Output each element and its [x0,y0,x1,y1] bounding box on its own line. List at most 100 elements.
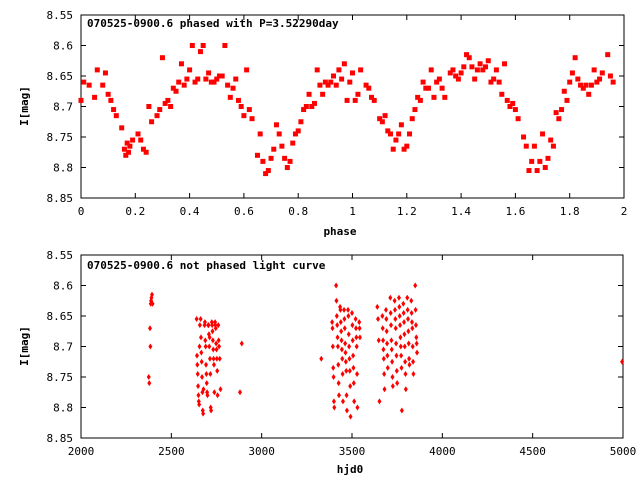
data-point [86,82,92,88]
data-point [150,291,155,298]
data-point [263,171,269,177]
data-point [162,100,168,106]
data-point [276,131,282,137]
data-point [147,380,152,387]
data-point [218,386,223,393]
phased-x-tick-label: 0.8 [288,205,308,218]
data-point [336,361,341,368]
data-point [206,70,212,76]
data-point [335,343,340,350]
data-point [412,107,418,113]
data-point [216,322,221,329]
data-point [426,85,432,91]
data-point [207,343,212,350]
data-point [165,97,171,103]
data-point [197,343,202,350]
data-point [406,340,411,347]
data-point [203,76,209,82]
phased-x-tick-label: 1.2 [397,205,417,218]
data-point [102,70,108,76]
data-point [214,346,219,353]
data-point [199,358,204,365]
data-point [340,398,345,405]
data-point [333,82,339,88]
unphased-y-tick-label: 8.6 [53,280,73,293]
data-point [395,380,400,387]
data-point [523,143,529,149]
data-point [154,113,160,119]
phased-x-tick-label: 0.4 [180,205,200,218]
data-point [578,82,584,88]
data-point [279,143,285,149]
data-point [607,73,613,79]
data-point [545,155,551,161]
data-point [319,355,324,362]
data-point [401,309,406,316]
unphased-y-tick-label: 8.85 [47,432,74,445]
data-point [314,67,320,73]
data-point [564,97,570,103]
data-point [388,131,394,137]
data-point [344,97,350,103]
data-point [502,61,508,67]
data-point [239,340,244,347]
data-point [355,404,360,411]
data-point [588,82,594,88]
data-point [214,355,219,362]
data-point [406,316,411,323]
data-point [173,88,179,94]
data-point [371,97,377,103]
data-point [212,389,217,396]
unphased-x-tick-label: 4500 [519,445,546,458]
data-point [575,76,581,82]
data-point [354,343,359,350]
data-point [488,79,494,85]
data-point [415,94,421,100]
data-point [393,137,399,143]
data-point [559,107,565,113]
data-point [342,306,347,313]
data-point [385,364,390,371]
data-point [195,370,200,377]
data-point [499,91,505,97]
data-point [203,337,208,344]
data-point [335,334,340,341]
unphased-x-tick-label: 3000 [248,445,275,458]
phased-y-tick-label: 8.75 [47,131,74,144]
data-point [355,370,360,377]
data-point [534,168,540,174]
data-point [399,364,404,371]
data-point [411,370,416,377]
data-point [238,104,244,109]
unphased-x-ticks: 2000 2500 3000 3500 4000 4500 5000 [68,255,636,458]
data-point [113,113,119,119]
data-point [398,343,403,350]
phased-light-curve-panel: 070525-0900.6 phased with P=3.52290day p… [18,9,627,238]
data-point [583,82,589,88]
data-point [203,343,208,350]
data-point [204,380,209,387]
phased-y-tick-label: 8.85 [47,192,74,205]
data-point [357,334,362,341]
data-point [124,140,130,146]
data-point [343,349,348,356]
data-point [159,55,165,61]
data-point [469,64,475,70]
data-point [339,337,344,344]
data-point [347,367,352,374]
data-point [398,322,403,329]
data-point [410,343,415,350]
data-point [540,131,546,137]
data-point [381,337,386,344]
data-point [410,325,415,332]
data-point [472,76,478,82]
data-point [351,380,356,387]
data-point [340,370,345,377]
data-point [586,91,592,97]
data-point [170,85,176,91]
data-point [338,319,343,326]
data-point [111,107,117,113]
data-point [392,306,397,313]
data-point [442,94,448,100]
